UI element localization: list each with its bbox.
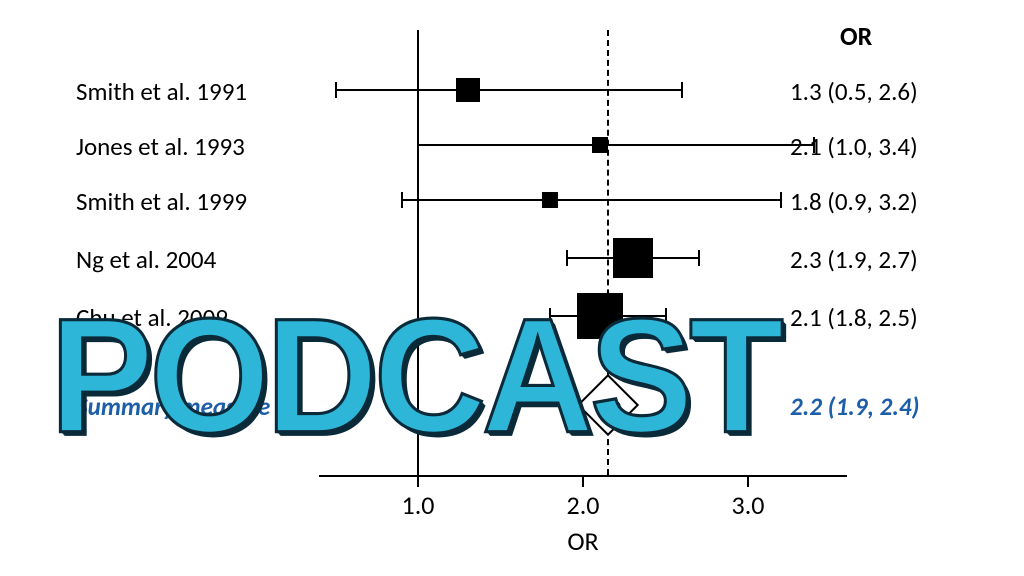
study-label: Smith et al. 1991 (76, 76, 247, 107)
x-axis-title: OR (567, 525, 598, 557)
point-estimate-marker (542, 192, 558, 208)
ci-line (336, 89, 683, 91)
ci-cap (780, 192, 782, 208)
study-label: Ng et al. 2004 (76, 244, 216, 275)
ci-cap (698, 250, 700, 266)
ci-cap (566, 250, 568, 266)
forest-plot-container: OR Smith et al. 1991 1.3 (0.5, 2.6) Jones … (0, 0, 1024, 576)
study-or-value: 2.1 (1.0, 3.4) (790, 131, 918, 162)
point-estimate-marker (613, 238, 653, 278)
x-tick-label: 2.0 (567, 489, 600, 521)
x-tick (417, 475, 419, 487)
ci-cap (335, 82, 337, 98)
study-or-value: 2.3 (1.9, 2.7) (790, 244, 918, 275)
ci-cap (681, 82, 683, 98)
study-or-value: 2.1 (1.8, 2.5) (790, 302, 918, 333)
ci-cap (417, 137, 419, 153)
ci-line (418, 144, 814, 146)
x-tick (582, 475, 584, 487)
summary-or-value: 2.2 (1.9, 2.4) (790, 391, 919, 422)
study-label: Jones et al. 1993 (76, 131, 245, 162)
point-estimate-marker (456, 78, 480, 102)
x-tick-label: 1.0 (402, 489, 435, 521)
ci-line (402, 199, 782, 201)
study-or-value: 1.3 (0.5, 2.6) (790, 76, 918, 107)
x-tick-label: 3.0 (732, 489, 765, 521)
or-column-header: OR (840, 20, 872, 52)
study-label: Smith et al. 1999 (76, 186, 247, 217)
ci-cap (401, 192, 403, 208)
point-estimate-marker (592, 137, 608, 153)
x-tick (747, 475, 749, 487)
study-or-value: 1.8 (0.9, 3.2) (790, 186, 918, 217)
podcast-overlay-text: PODCAST (50, 294, 780, 457)
